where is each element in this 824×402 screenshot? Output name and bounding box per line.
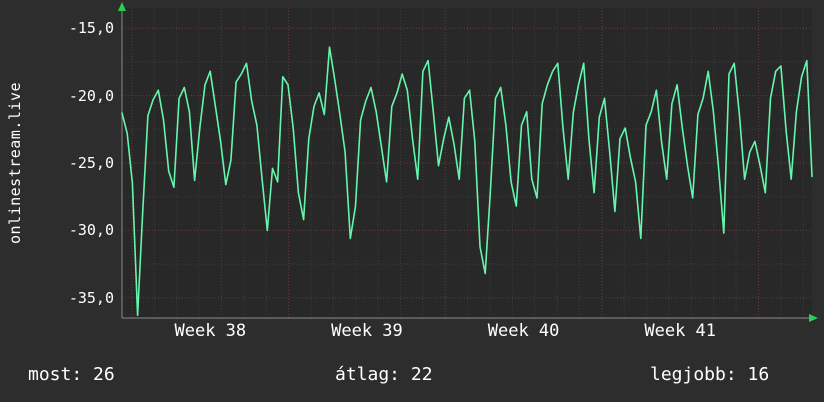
stat-average: átlag: 22 xyxy=(335,364,433,385)
y-tick-label: -20,0 xyxy=(68,86,114,105)
watermark-label: onlinestream.live xyxy=(6,81,24,245)
y-axis-arrow-icon xyxy=(118,2,126,11)
y-tick-label: -15,0 xyxy=(68,19,114,38)
y-tick-label: -35,0 xyxy=(68,288,114,307)
x-tick-label: Week 39 xyxy=(331,321,403,341)
plot-area xyxy=(118,2,818,322)
stat-best: legjobb: 16 xyxy=(650,364,770,385)
y-tick-label: -30,0 xyxy=(68,221,114,240)
x-tick-label: Week 40 xyxy=(487,321,560,341)
chart-svg xyxy=(118,2,818,322)
x-tick-label: Week 41 xyxy=(644,321,717,341)
y-tick-label: -25,0 xyxy=(68,154,114,172)
x-axis-arrow-icon xyxy=(809,314,818,322)
x-tick-label: Week 38 xyxy=(174,321,247,341)
stats-row: most: 26 átlag: 22 legjobb: 16 xyxy=(0,364,824,394)
stat-most: most: 26 xyxy=(28,364,115,385)
